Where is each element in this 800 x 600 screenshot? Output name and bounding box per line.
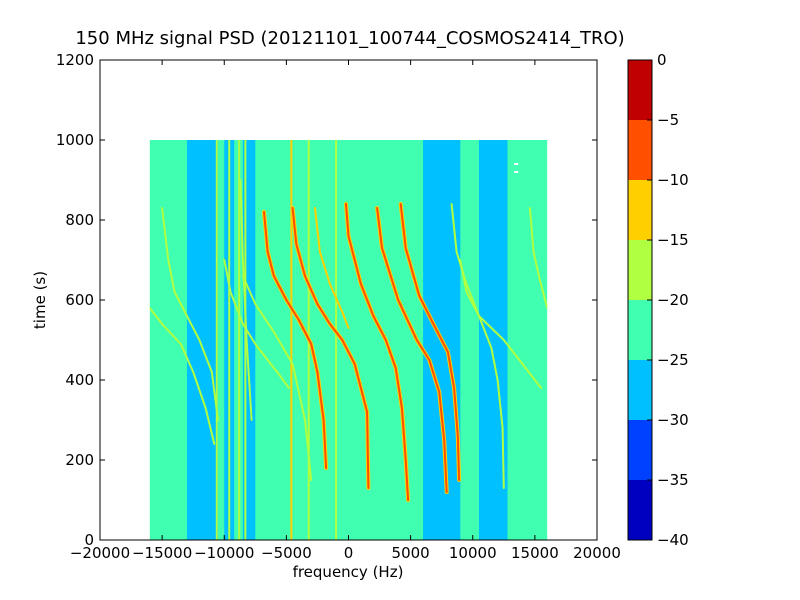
colorbar-segment [628, 420, 652, 480]
y-tick-label: 1000 [56, 131, 94, 149]
track-5 [291, 207, 370, 489]
track-8 [376, 207, 448, 493]
track-12 [239, 179, 253, 421]
band-0 [186, 140, 219, 540]
track-9 [399, 203, 461, 481]
plot-area [149, 140, 548, 540]
colorbar-tick-label: −40 [657, 531, 689, 549]
x-tick-label: −10000 [194, 544, 254, 562]
colorbar-tick-label: −15 [657, 231, 689, 249]
x-axis-label: frequency (Hz) [293, 563, 404, 581]
x-tick-label: 0 [344, 544, 354, 562]
speck-0 [514, 171, 519, 173]
x-tick-label: −15000 [132, 544, 192, 562]
track-0 [149, 307, 216, 445]
track-13 [528, 207, 548, 309]
x-tick-label: 10000 [449, 544, 497, 562]
colorbar-segment [628, 480, 652, 540]
colorbar-segment [628, 240, 652, 300]
colorbar-segment [628, 60, 652, 120]
colorbar-segment [628, 120, 652, 180]
speck-1 [514, 163, 519, 165]
axes: −20000 −15000 −10000 −5000 0 5000 10000 15000 20… [56, 51, 621, 562]
y-tick-label: 600 [65, 291, 94, 309]
track-6 [314, 207, 350, 329]
colorbar-segment [628, 180, 652, 240]
track-4 [263, 211, 328, 469]
y-tick-label: 400 [65, 371, 94, 389]
colorbar-tick-label: 0 [657, 51, 667, 69]
y-tick-label: 0 [84, 531, 94, 549]
chart-title: 150 MHz signal PSD (20121101_100744_COSM… [75, 28, 625, 49]
spectrogram [149, 140, 548, 540]
colorbar-tick-label: −5 [657, 111, 679, 129]
colorbar-tick-label: −35 [657, 471, 689, 489]
colorbar-tick-label: −25 [657, 351, 689, 369]
colorbar-segment [628, 300, 652, 360]
x-tick-label: −5000 [261, 544, 312, 562]
x-tick-label: 5000 [392, 544, 430, 562]
track-10 [450, 203, 505, 489]
y-tick-label: 200 [65, 451, 94, 469]
track-3 [241, 275, 313, 481]
y-axis-label: time (s) [31, 271, 49, 329]
track-1 [161, 207, 219, 421]
colorbar-tick-label: −10 [657, 171, 689, 189]
track-11 [459, 259, 543, 389]
track-7 [345, 203, 410, 501]
y-tick-label: 1200 [56, 51, 94, 69]
y-tick-label: 800 [65, 211, 94, 229]
x-tick-label: 20000 [573, 544, 621, 562]
colorbar: −40 −35 −30 −25 −20 −15 −10 −5 0 [627, 51, 689, 549]
colorbar-segment [628, 360, 652, 420]
x-tick-label: −20000 [70, 544, 130, 562]
colorbar-tick-label: −30 [657, 411, 689, 429]
colorbar-tick-label: −20 [657, 291, 689, 309]
track-2 [223, 259, 290, 389]
x-tick-label: 15000 [511, 544, 559, 562]
